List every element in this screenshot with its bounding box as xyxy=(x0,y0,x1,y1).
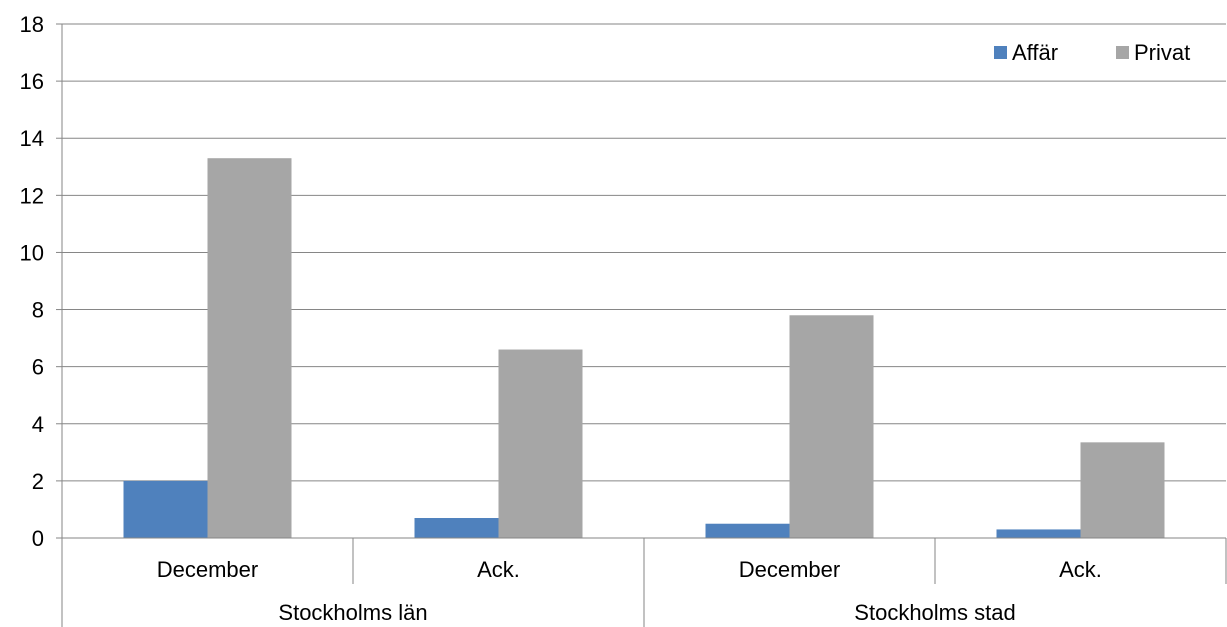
axes xyxy=(61,23,1227,627)
y-tick-label: 10 xyxy=(20,240,44,265)
bar-privat-2 xyxy=(789,315,874,538)
bar-aff-r-2 xyxy=(705,523,790,538)
legend-swatch-privat xyxy=(1116,46,1129,59)
x-subcategory-label: December xyxy=(739,557,840,582)
x-subcategory-label: December xyxy=(157,557,258,582)
legend-label: Privat xyxy=(1134,40,1190,65)
y-tick-label: 2 xyxy=(32,469,44,494)
bars xyxy=(123,158,1165,538)
legend-swatch-aff-r xyxy=(994,46,1007,59)
y-tick-label: 6 xyxy=(32,355,44,380)
legend: Affär Privat xyxy=(994,40,1190,65)
legend-label: Affär xyxy=(1012,40,1058,65)
bar-privat-1 xyxy=(498,349,583,538)
bar-privat-0 xyxy=(207,158,292,538)
y-tick-label: 0 xyxy=(32,526,44,551)
bar-aff-r-0 xyxy=(123,480,208,538)
x-group-label: Stockholms stad xyxy=(854,600,1015,625)
bar-privat-3 xyxy=(1080,442,1165,538)
y-tick-label: 16 xyxy=(20,69,44,94)
y-tick-label: 4 xyxy=(32,412,44,437)
x-axis-labels: December Ack. December Ack. Stockholms län St… xyxy=(157,557,1102,625)
y-tick-label: 8 xyxy=(32,298,44,323)
y-tick-label: 14 xyxy=(20,126,44,151)
y-axis-ticks: 0 2 4 6 8 10 12 14 16 18 xyxy=(20,12,62,551)
y-tick-label: 18 xyxy=(20,12,44,37)
x-subcategory-label: Ack. xyxy=(477,557,520,582)
bar-aff-r-1 xyxy=(414,518,499,538)
x-subcategory-label: Ack. xyxy=(1059,557,1102,582)
y-tick-label: 12 xyxy=(20,183,44,208)
bar-aff-r-3 xyxy=(996,529,1081,538)
x-group-label: Stockholms län xyxy=(278,600,427,625)
